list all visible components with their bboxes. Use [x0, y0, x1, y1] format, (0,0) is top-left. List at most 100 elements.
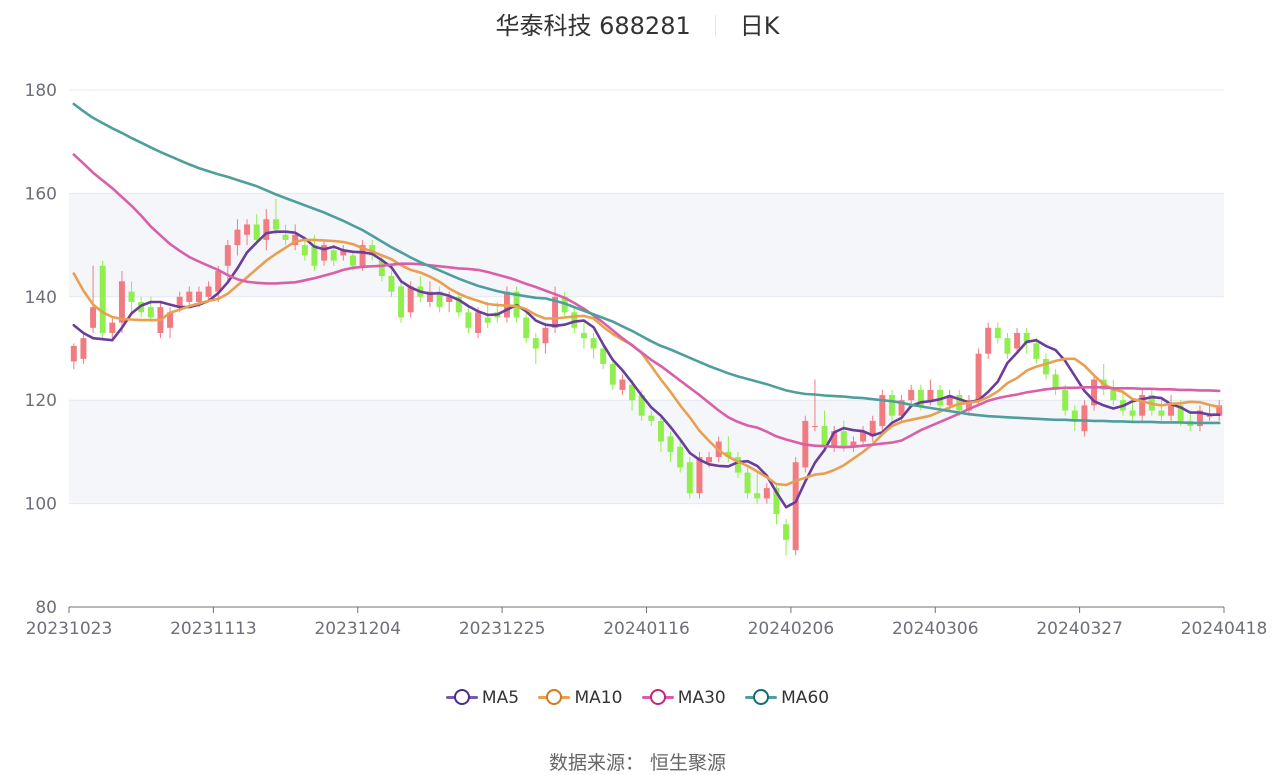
- candle-body: [840, 431, 847, 447]
- legend-marker-ma60: [745, 689, 778, 705]
- candle-body: [754, 493, 761, 499]
- candle-body: [706, 457, 713, 463]
- candle-body: [475, 312, 482, 333]
- candle-body: [1091, 379, 1098, 406]
- candle-body: [407, 286, 414, 313]
- candle-body: [128, 291, 135, 302]
- candle-body: [965, 400, 972, 411]
- candle-body: [80, 338, 87, 359]
- candle-body: [946, 395, 953, 406]
- legend-label-ma5: MA5: [481, 688, 520, 708]
- candle-body: [282, 234, 289, 240]
- candle-body: [590, 338, 597, 349]
- legend-item-ma10[interactable]: MA10: [538, 688, 622, 708]
- series-line-ma10: [72, 238, 1221, 487]
- candle-body: [1071, 410, 1078, 421]
- candle-body: [378, 260, 385, 277]
- legend-label-ma30: MA30: [677, 688, 726, 708]
- candle-body: [455, 296, 462, 313]
- candle-body: [629, 384, 636, 401]
- candle-body: [90, 307, 97, 328]
- legend-marker-ma5: [445, 689, 478, 705]
- candle-body: [532, 338, 539, 349]
- candle-body: [1052, 374, 1059, 390]
- y-tick-label: 180: [25, 81, 57, 101]
- series-line-ma60: [72, 102, 1221, 425]
- candle-body: [917, 389, 924, 406]
- candle-body: [426, 291, 433, 302]
- y-tick-label: 80: [35, 598, 57, 618]
- candle-body: [927, 389, 934, 401]
- candle-body: [696, 457, 703, 494]
- candle-body: [908, 389, 915, 401]
- legend-item-ma60[interactable]: MA60: [745, 688, 829, 708]
- candle-body: [195, 291, 202, 302]
- candle-body: [292, 234, 299, 246]
- candle-body: [1168, 405, 1175, 416]
- series-line-ma30: [72, 153, 1221, 449]
- legend-marker-ma10: [538, 689, 571, 705]
- candle-body: [571, 312, 578, 328]
- candle-body: [234, 229, 241, 246]
- legend-label-ma10: MA10: [574, 688, 623, 708]
- candle-body: [773, 488, 780, 514]
- candle-body: [686, 462, 693, 494]
- candle-body: [898, 400, 905, 416]
- candle-body: [398, 286, 405, 318]
- candle-body: [734, 457, 741, 473]
- candle-body: [109, 322, 116, 333]
- candle-body: [763, 488, 770, 499]
- grid-band: [69, 400, 1224, 504]
- candle-body: [272, 219, 279, 230]
- candle-body: [609, 364, 616, 385]
- candle-body: [677, 446, 684, 468]
- candle-body: [811, 426, 818, 428]
- candle-body: [888, 395, 895, 416]
- x-tick-label: 20240327: [1036, 619, 1123, 639]
- candle-body: [985, 327, 992, 354]
- legend-item-ma30[interactable]: MA30: [641, 688, 726, 708]
- candle-body: [436, 291, 443, 308]
- candle-body: [340, 250, 347, 256]
- candle-body: [205, 286, 212, 297]
- candle-body: [70, 345, 77, 362]
- candle-body: [1139, 395, 1146, 416]
- candle-body: [523, 317, 530, 339]
- candle-body: [831, 431, 838, 447]
- x-tick-label: 20240306: [892, 619, 979, 639]
- x-tick-label: 20231113: [170, 619, 257, 639]
- candle-body: [879, 395, 886, 427]
- candle-body: [860, 431, 867, 442]
- header-divider: [714, 15, 716, 37]
- x-tick-label: 20240206: [748, 619, 835, 639]
- candle-body: [446, 296, 453, 302]
- candle-body: [792, 462, 799, 551]
- candle-body: [311, 245, 318, 266]
- candle-body: [330, 250, 337, 261]
- y-tick-label: 140: [25, 288, 57, 308]
- candle-body: [619, 379, 626, 390]
- candle-body: [1014, 332, 1021, 349]
- candle-body: [821, 426, 828, 447]
- candle-body: [215, 270, 222, 292]
- grid-band: [69, 193, 1224, 297]
- candle-body: [349, 255, 356, 266]
- candle-body: [1004, 338, 1011, 354]
- series-line-ma5: [72, 230, 1221, 509]
- candle-body: [1033, 343, 1040, 359]
- data-source: 数据来源： 恒生聚源: [548, 752, 727, 774]
- x-tick-label: 20231023: [26, 619, 113, 639]
- candle-body: [388, 276, 395, 292]
- legend-item-ma5[interactable]: MA5: [445, 688, 520, 708]
- stock-title: 华泰科技 688281: [495, 12, 691, 40]
- x-tick-label: 20231204: [314, 619, 401, 639]
- candle-body: [783, 524, 790, 540]
- candlestick-chart: 80 100 120 140 160 180 20231023 20231113 2023120…: [25, 81, 1268, 639]
- candle-body: [1158, 410, 1165, 416]
- candle-body: [1062, 389, 1069, 411]
- candle-body: [321, 245, 328, 261]
- candle-body: [1177, 405, 1184, 421]
- candle-body: [253, 224, 260, 240]
- y-tick-label: 100: [25, 495, 57, 515]
